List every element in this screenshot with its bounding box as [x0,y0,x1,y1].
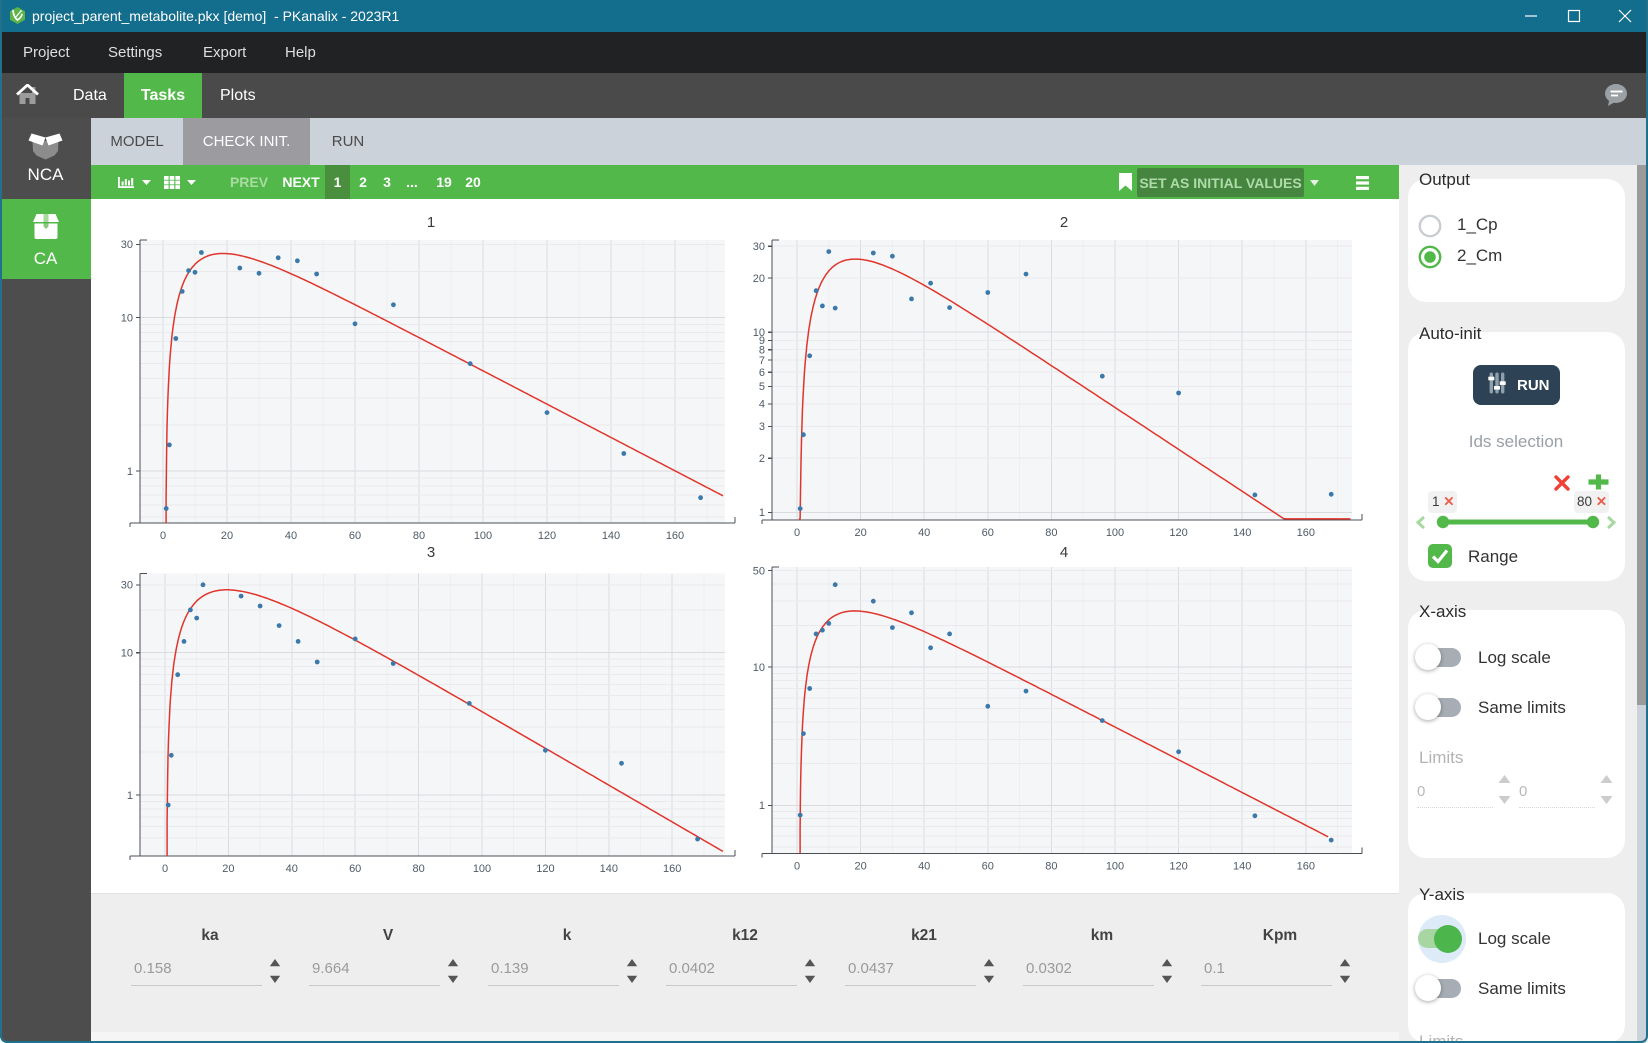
svg-text:1: 1 [427,214,435,231]
svg-text:160: 160 [1297,527,1315,539]
svg-text:20: 20 [854,527,866,539]
svg-text:100: 100 [1106,527,1124,539]
svg-text:160: 160 [1297,860,1315,872]
svg-text:0: 0 [794,527,800,539]
svg-text:3: 3 [427,544,435,561]
svg-text:60: 60 [349,863,361,875]
svg-text:7: 7 [759,355,765,367]
svg-text:40: 40 [286,863,298,875]
svg-text:20: 20 [221,530,233,542]
svg-text:6: 6 [759,367,765,379]
svg-text:120: 120 [1169,527,1187,539]
svg-text:50: 50 [753,565,765,577]
svg-text:140: 140 [600,863,618,875]
svg-text:100: 100 [473,863,491,875]
svg-text:160: 160 [663,863,681,875]
svg-text:60: 60 [349,530,361,542]
svg-text:20: 20 [854,860,866,872]
svg-text:140: 140 [1233,860,1251,872]
svg-text:40: 40 [285,530,297,542]
svg-text:120: 120 [538,530,556,542]
svg-text:9: 9 [759,335,765,347]
svg-text:3: 3 [759,421,765,433]
svg-text:0: 0 [162,863,168,875]
svg-text:60: 60 [982,860,994,872]
svg-text:1: 1 [759,800,765,812]
svg-text:120: 120 [1169,860,1187,872]
svg-text:5: 5 [759,381,765,393]
svg-text:30: 30 [121,580,133,592]
svg-text:30: 30 [121,239,133,251]
svg-text:140: 140 [1233,527,1251,539]
svg-text:10: 10 [121,648,133,660]
svg-text:1: 1 [759,507,765,519]
svg-text:20: 20 [753,273,765,285]
svg-text:120: 120 [536,863,554,875]
svg-text:4: 4 [759,399,765,411]
svg-text:80: 80 [413,530,425,542]
svg-text:1: 1 [127,790,133,802]
svg-text:80: 80 [1045,527,1057,539]
svg-text:4: 4 [1060,544,1068,561]
svg-text:10: 10 [121,312,133,324]
svg-text:100: 100 [1106,860,1124,872]
svg-text:80: 80 [412,863,424,875]
svg-text:20: 20 [222,863,234,875]
svg-text:40: 40 [918,860,930,872]
svg-text:140: 140 [602,530,620,542]
svg-text:40: 40 [918,527,930,539]
svg-text:60: 60 [982,527,994,539]
svg-text:10: 10 [753,662,765,674]
svg-text:0: 0 [794,860,800,872]
svg-text:80: 80 [1045,860,1057,872]
svg-text:30: 30 [753,241,765,253]
svg-text:10: 10 [753,327,765,339]
svg-text:100: 100 [474,530,492,542]
svg-text:2: 2 [759,453,765,465]
svg-text:2: 2 [1060,214,1068,231]
svg-text:160: 160 [666,530,684,542]
svg-text:0: 0 [160,530,166,542]
svg-text:1: 1 [127,466,133,478]
svg-text:8: 8 [759,345,765,357]
